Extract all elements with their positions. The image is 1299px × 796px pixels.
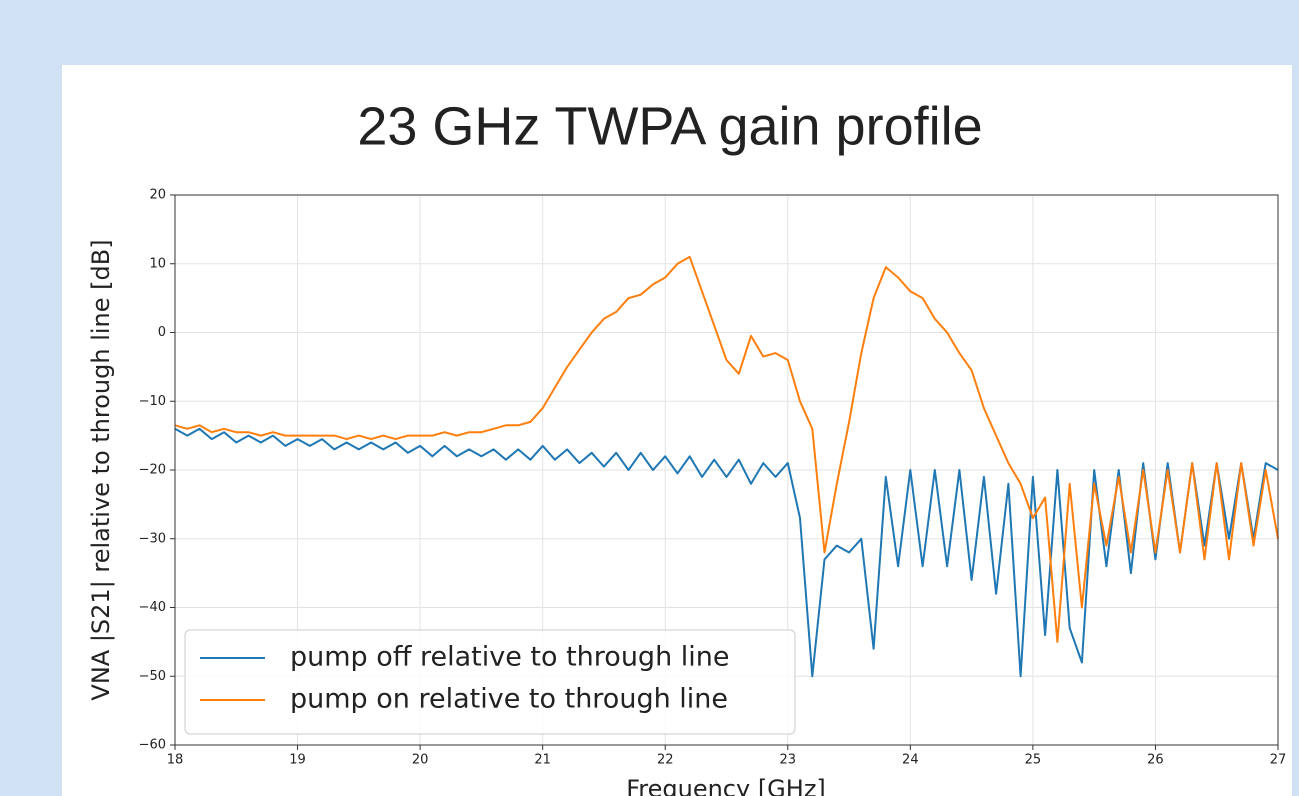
series-line [174,427,1279,678]
legend-label: pump on relative to through line [290,684,728,715]
legend-box [184,629,796,735]
x-tick-label: 23 [780,753,797,768]
x-tick-label: 19 [289,753,306,768]
x-tick-label: 22 [657,753,674,768]
y-tick-label: −20 [139,463,166,478]
x-tick-label: 25 [1025,753,1042,768]
y-axis-label: VNA |S21| relative to through line [dB] [87,239,115,700]
legend-label: pump off relative to through line [290,642,730,673]
y-tick-label: −50 [139,669,166,684]
x-tick-label: 21 [534,753,551,768]
y-tick-label: 10 [149,256,166,271]
y-tick-label: −10 [139,394,166,409]
x-axis-label: Frequency [GHz] [626,775,826,796]
x-tick-label: 24 [902,753,919,768]
x-tick-label: 27 [1270,753,1287,768]
x-tick-label: 20 [412,753,429,768]
series-line [174,255,1279,643]
y-tick-label: −30 [139,531,166,546]
y-tick-label: 0 [158,325,166,340]
plot-frame [174,194,1279,746]
chart-title: 23 GHz TWPA gain profile [357,96,982,156]
x-tick-label: 18 [167,753,184,768]
y-tick-label: −60 [139,738,166,753]
y-tick-label: 20 [149,188,166,203]
y-tick-label: −40 [139,600,166,615]
x-tick-label: 26 [1147,753,1164,768]
